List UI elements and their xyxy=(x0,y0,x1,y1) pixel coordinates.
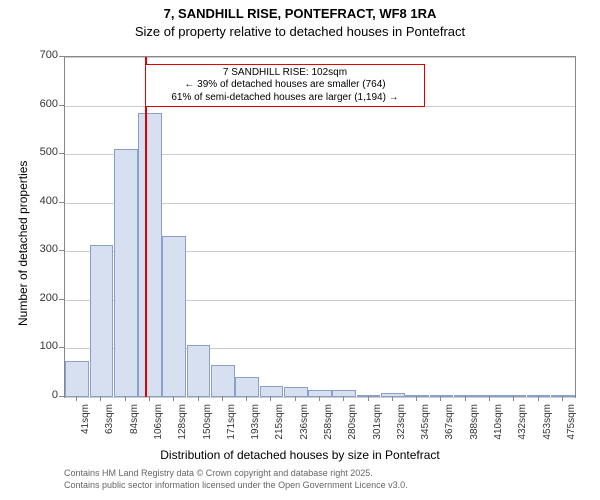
ytick-label: 100 xyxy=(28,340,58,352)
ytick-mark xyxy=(59,347,64,348)
histogram-bar xyxy=(138,113,162,397)
histogram-bar xyxy=(381,393,405,397)
xtick-mark xyxy=(173,396,174,401)
annotation-box: 7 SANDHILL RISE: 102sqm← 39% of detached… xyxy=(145,64,425,108)
x-axis-label: Distribution of detached houses by size … xyxy=(0,448,600,462)
xtick-mark xyxy=(343,396,344,401)
xtick-label: 150sqm xyxy=(202,404,213,448)
xtick-label: 453sqm xyxy=(542,404,553,448)
histogram-bar xyxy=(551,395,575,397)
xtick-label: 84sqm xyxy=(129,404,140,448)
xtick-mark xyxy=(198,396,199,401)
attribution-line2: Contains public sector information licen… xyxy=(64,480,408,490)
xtick-label: 236sqm xyxy=(299,404,310,448)
chart-subtitle: Size of property relative to detached ho… xyxy=(0,24,600,39)
xtick-label: 345sqm xyxy=(420,404,431,448)
ytick-mark xyxy=(59,56,64,57)
xtick-mark xyxy=(368,396,369,401)
ytick-label: 500 xyxy=(28,146,58,158)
annotation-line2: ← 39% of detached houses are smaller (76… xyxy=(148,79,422,92)
xtick-label: 280sqm xyxy=(347,404,358,448)
xtick-label: 128sqm xyxy=(177,404,188,448)
xtick-label: 171sqm xyxy=(226,404,237,448)
ytick-mark xyxy=(59,202,64,203)
xtick-mark xyxy=(416,396,417,401)
xtick-label: 106sqm xyxy=(153,404,164,448)
attribution-line1: Contains HM Land Registry data © Crown c… xyxy=(64,468,373,478)
property-marker-line xyxy=(145,57,147,397)
ytick-label: 700 xyxy=(28,49,58,61)
xtick-label: 193sqm xyxy=(250,404,261,448)
xtick-mark xyxy=(513,396,514,401)
histogram-bar xyxy=(284,387,308,397)
annotation-line1: 7 SANDHILL RISE: 102sqm xyxy=(148,67,422,80)
histogram-bar xyxy=(162,236,186,397)
histogram-bar xyxy=(211,365,235,397)
xtick-label: 258sqm xyxy=(323,404,334,448)
histogram-bar xyxy=(114,149,138,397)
histogram-bar xyxy=(235,377,259,397)
histogram-bar xyxy=(65,361,89,397)
histogram-bar xyxy=(187,345,211,397)
histogram-bar xyxy=(90,245,114,397)
xtick-label: 410sqm xyxy=(493,404,504,448)
xtick-mark xyxy=(222,396,223,401)
xtick-mark xyxy=(392,396,393,401)
ytick-label: 0 xyxy=(28,389,58,401)
xtick-mark xyxy=(125,396,126,401)
xtick-label: 432sqm xyxy=(517,404,528,448)
xtick-label: 63sqm xyxy=(104,404,115,448)
ytick-mark xyxy=(59,105,64,106)
xtick-label: 323sqm xyxy=(396,404,407,448)
ytick-mark xyxy=(59,299,64,300)
xtick-label: 41sqm xyxy=(80,404,91,448)
xtick-mark xyxy=(562,396,563,401)
ytick-label: 600 xyxy=(28,98,58,110)
xtick-mark xyxy=(246,396,247,401)
gridline xyxy=(65,397,575,398)
chart-container: 7, SANDHILL RISE, PONTEFRACT, WF8 1RA Si… xyxy=(0,0,600,500)
xtick-mark xyxy=(76,396,77,401)
xtick-mark xyxy=(295,396,296,401)
ytick-mark xyxy=(59,153,64,154)
xtick-mark xyxy=(270,396,271,401)
xtick-label: 388sqm xyxy=(469,404,480,448)
ytick-mark xyxy=(59,250,64,251)
ytick-label: 300 xyxy=(28,243,58,255)
plot-area: 7 SANDHILL RISE: 102sqm← 39% of detached… xyxy=(64,56,576,398)
xtick-mark xyxy=(100,396,101,401)
xtick-mark xyxy=(440,396,441,401)
ytick-label: 200 xyxy=(28,292,58,304)
xtick-label: 301sqm xyxy=(372,404,383,448)
xtick-mark xyxy=(465,396,466,401)
chart-title-line1: 7, SANDHILL RISE, PONTEFRACT, WF8 1RA xyxy=(0,6,600,21)
xtick-label: 475sqm xyxy=(566,404,577,448)
xtick-mark xyxy=(319,396,320,401)
xtick-mark xyxy=(538,396,539,401)
annotation-line3: 61% of semi-detached houses are larger (… xyxy=(148,92,422,105)
xtick-mark xyxy=(149,396,150,401)
xtick-label: 215sqm xyxy=(274,404,285,448)
xtick-label: 367sqm xyxy=(444,404,455,448)
ytick-mark xyxy=(59,396,64,397)
histogram-bar xyxy=(454,395,478,397)
gridline xyxy=(65,57,575,58)
ytick-label: 400 xyxy=(28,195,58,207)
xtick-mark xyxy=(489,396,490,401)
